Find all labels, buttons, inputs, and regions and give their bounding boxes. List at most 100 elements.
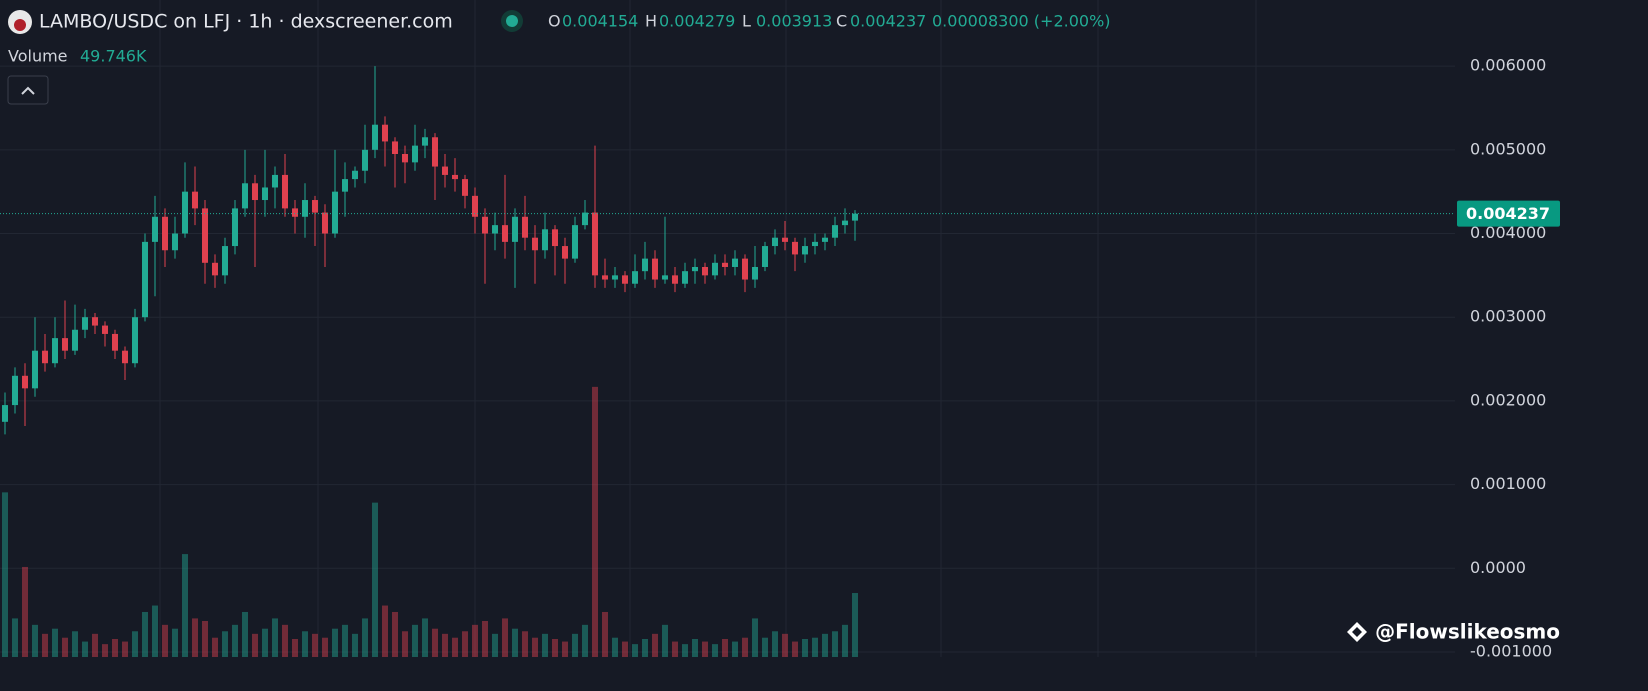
volume-bar xyxy=(452,637,458,657)
volume-bar xyxy=(12,618,18,657)
watermark-icon xyxy=(1347,622,1367,642)
candle-body xyxy=(412,145,418,163)
y-tick-label: -0.001000 xyxy=(1470,641,1552,660)
volume-bar xyxy=(542,633,548,657)
volume-bar xyxy=(622,641,628,657)
candle-body xyxy=(502,225,508,242)
candle-body xyxy=(472,195,478,217)
candle-body xyxy=(2,405,8,422)
volume-bar xyxy=(772,631,778,657)
candle-body xyxy=(782,237,788,242)
time-grid xyxy=(159,0,1257,657)
candle-body xyxy=(192,191,198,209)
candle-body xyxy=(832,225,838,238)
volume-bar xyxy=(592,386,598,657)
candle-body xyxy=(552,229,558,247)
candle-body xyxy=(422,137,428,146)
ohlc-key: O xyxy=(548,12,561,31)
volume-bar xyxy=(432,628,438,657)
candle-body xyxy=(272,174,278,188)
volume-bar xyxy=(782,633,788,657)
candle-body xyxy=(612,275,618,280)
candle-body xyxy=(652,258,658,280)
volume-bar xyxy=(182,554,188,657)
volume-bar xyxy=(72,631,78,657)
candle-body xyxy=(692,266,698,272)
candle-body xyxy=(812,241,818,247)
volume-bar xyxy=(242,611,248,657)
candle-body xyxy=(302,200,308,217)
volume-bar xyxy=(192,618,198,657)
candle-body xyxy=(402,153,408,163)
volume-bar xyxy=(642,638,648,657)
volume-bar xyxy=(722,638,728,657)
candle-body xyxy=(242,183,248,209)
plot xyxy=(0,65,1455,657)
candle-body xyxy=(102,325,108,334)
y-tick-label: 0.001000 xyxy=(1470,474,1546,493)
volume-bar xyxy=(302,631,308,657)
candle-body xyxy=(522,216,528,238)
volume-bar xyxy=(472,624,478,657)
volume-bar xyxy=(732,641,738,657)
volume-bar xyxy=(602,611,608,657)
volume-bar xyxy=(652,633,658,657)
volume-bar xyxy=(102,644,108,657)
volume-bar xyxy=(442,633,448,657)
candle-body xyxy=(22,375,28,389)
volume-bar xyxy=(372,502,378,657)
volume-bar xyxy=(502,618,508,657)
candle-body xyxy=(822,237,828,242)
volume-bar xyxy=(122,641,128,657)
volume-bar xyxy=(42,633,48,657)
volume-bar xyxy=(342,624,348,657)
volume-bar xyxy=(662,624,668,657)
candle-body xyxy=(632,271,638,284)
y-tick-label: 0.006000 xyxy=(1470,56,1546,75)
volume-bar xyxy=(362,618,368,657)
collapse-button[interactable] xyxy=(7,75,49,105)
volume-bar xyxy=(812,637,818,657)
candle-body xyxy=(492,225,498,234)
ohlc-value: 0.003913 xyxy=(756,12,832,31)
volume-bar xyxy=(292,638,298,657)
volume-bar xyxy=(392,611,398,657)
volume-bar xyxy=(802,638,808,657)
token-logo-detail xyxy=(14,19,26,31)
volume-bar xyxy=(572,633,578,657)
candle-body xyxy=(672,275,678,284)
candle-body xyxy=(772,237,778,247)
volume-bar xyxy=(562,641,568,657)
volume-bar xyxy=(402,631,408,657)
chart-title: LAMBO/USDC on LFJ · 1h · dexscreener.com xyxy=(39,11,453,33)
candle-body xyxy=(152,216,158,242)
volume-bar xyxy=(52,628,58,657)
volume-bar xyxy=(522,631,528,657)
candle-body xyxy=(622,275,628,284)
y-tick-label: 0.002000 xyxy=(1470,390,1546,409)
volume-bar xyxy=(842,624,848,657)
candle-body xyxy=(572,225,578,259)
candle-body xyxy=(462,179,468,196)
candle-body xyxy=(682,271,688,284)
volume-bar xyxy=(82,641,88,657)
last-price-tag xyxy=(1457,200,1560,227)
volume-bar xyxy=(512,628,518,657)
change: 0.00008300 (+2.00%) xyxy=(932,12,1111,31)
candle-body xyxy=(202,208,208,263)
candle-body xyxy=(582,212,588,226)
volume-bar xyxy=(532,637,538,657)
volume-bar xyxy=(422,618,428,657)
volume-bar xyxy=(312,633,318,657)
candle-body xyxy=(342,179,348,192)
volume-bar xyxy=(232,624,238,657)
candle-body xyxy=(442,166,448,175)
candle-body xyxy=(222,246,228,276)
volume-bar xyxy=(62,637,68,657)
candle-body xyxy=(332,191,338,234)
volume-bar xyxy=(582,624,588,657)
candle-body xyxy=(792,241,798,255)
candle-body xyxy=(292,208,298,217)
